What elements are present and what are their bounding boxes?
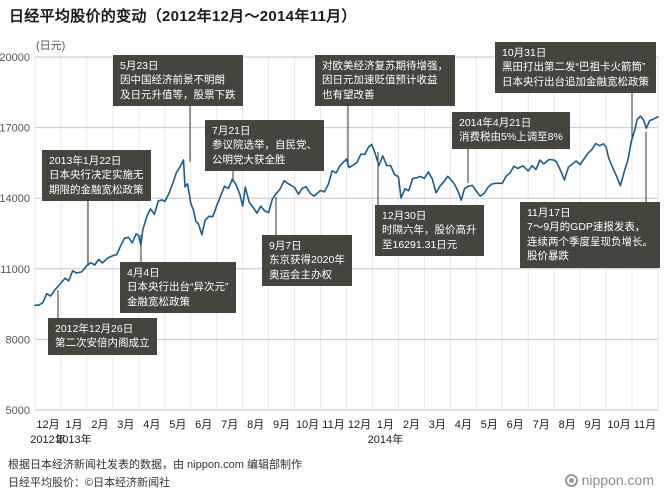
x-tick-label: 3月	[117, 419, 134, 431]
annotation-line: 连续两个季度呈现负增长。	[527, 235, 653, 248]
annotation-line: 11月17日	[527, 207, 571, 219]
annotation-line: 至16291.31日元	[382, 238, 458, 251]
annotation-line: 公明党大获全胜	[212, 153, 286, 166]
annotation-line: 9月7日	[269, 240, 302, 252]
annotation-line: 2012年12月26日	[55, 323, 134, 335]
annotation-line: 因中国经济前景不明朗	[120, 74, 225, 87]
nippon-logo-text: nippon.com	[581, 472, 654, 488]
x-tick-label: 6月	[507, 419, 524, 431]
annotation-line: 2013年1月22日	[49, 155, 122, 167]
annotation-line: 第二次安倍内阁成立	[55, 337, 150, 350]
annotation-line: 5月23日	[120, 60, 159, 72]
x-tick-label: 12月	[36, 419, 59, 431]
year-label: 2012年	[30, 432, 65, 446]
source-note: 根据日本经济新闻社发表的数据，由 nippon.com 编辑部制作	[8, 459, 302, 471]
y-tick-label: 17000	[0, 123, 30, 135]
annotation-line: 因日元加速贬值预计收益	[322, 74, 438, 87]
annotation-line: 4月4日	[127, 267, 160, 279]
annotation-line: 对欧美经济复苏期待增强，	[322, 60, 448, 72]
nippon-logo-icon	[564, 473, 578, 487]
x-tick-label: 1月	[65, 419, 82, 431]
x-tick-label: 9月	[585, 419, 602, 431]
x-tick-label: 5月	[169, 419, 186, 431]
annotation-gdp-drop: 11月17日 7～9月的GDP速报发表， 连续两个季度呈现负增长。 股价暴跌	[520, 202, 660, 268]
annotation-line: 日本央行决定实施无	[49, 169, 144, 182]
year-label: 2014年	[368, 432, 403, 446]
annotation-line: 日本央行出台“异次元”	[127, 281, 229, 294]
annotation-boj-unlimited-easing: 2013年1月22日日本央行决定实施无 期限的金融宽松政策	[42, 150, 151, 202]
annotation-abe-cabinet: 2012年12月26日第二次安倍内阁成立	[48, 318, 157, 355]
x-tick-label: 3月	[429, 419, 446, 431]
x-tick-label: 4月	[455, 419, 472, 431]
nikkei-price-line	[34, 115, 659, 307]
x-tick-label: 8月	[559, 419, 576, 431]
x-tick-label: 7月	[533, 419, 550, 431]
annotation-line: 股价暴跌	[527, 250, 569, 263]
annotation-bazooka2: 10月31日黑田打出第二发“巴祖卡火箭筒” 日本央行出台追加金融宽松政策	[495, 42, 656, 94]
annotation-line: 黑田打出第二发“巴祖卡火箭筒”	[502, 61, 646, 74]
annotation-line: 10月31日	[502, 47, 547, 59]
x-tick-label: 7月	[221, 419, 238, 431]
annotation-upper-house-election: 7月21日参议院选举，自民党、 公明党大获全胜	[205, 120, 324, 172]
annotation-yen-depreciation: 对欧美经济复苏期待增强， 因日元加速贬值预计收益 也有望改善	[315, 55, 455, 107]
x-tick-label: 11月	[634, 419, 656, 431]
annotation-line: 2014年4月21日	[459, 117, 532, 129]
annotation-line: 7～9月的GDP速报发表，	[527, 221, 646, 234]
y-tick-label: 20000	[0, 52, 30, 64]
x-tick-label: 6月	[195, 419, 212, 431]
annotation-line: 12月30日	[382, 210, 427, 222]
y-tick-label: 5000	[6, 405, 30, 417]
x-tick-label: 11月	[322, 419, 344, 431]
x-tick-label: 12月	[348, 419, 371, 431]
annotation-line: 日本央行出台追加金融宽松政策	[502, 75, 649, 88]
annotation-line: 也有望改善	[322, 88, 375, 101]
year-label: 2013年	[56, 432, 91, 446]
x-tick-label: 8月	[247, 419, 264, 431]
chart-title: 日经平均股价的变动（2012年12月～2014年11月）	[9, 8, 357, 25]
y-tick-label: 8000	[6, 334, 30, 346]
x-tick-label: 1月	[377, 419, 394, 431]
y-tick-label: 11000	[0, 264, 30, 276]
annotation-dec30-high: 12月30日时隔六年，股价高升 至16291.31日元	[375, 205, 484, 257]
annotation-line: 期限的金融宽松政策	[49, 183, 144, 196]
copyright-note: 日经平均股价：©日本经济新闻社	[8, 477, 171, 489]
y-tick-label: 14000	[0, 193, 30, 205]
nippon-logo: nippon.com	[564, 472, 654, 488]
annotation-may23-drop: 5月23日因中国经济前景不明朗 及日元升值等，股票下跌	[113, 55, 243, 107]
annotation-line: 消费税由5%上调至8%	[459, 131, 563, 144]
x-tick-label: 2月	[91, 419, 108, 431]
annotation-line: 时隔六年，股价高升	[382, 224, 477, 237]
annotation-tokyo-olympics: 9月7日东京获得2020年 奥运会主办权	[262, 235, 352, 287]
y-axis-unit-label: (日元)	[36, 40, 66, 52]
annotation-line: 奥运会主办权	[269, 268, 332, 281]
annotation-boj-dimension-easing: 4月4日日本央行出台“异次元” 金融宽松政策	[120, 262, 236, 314]
x-tick-label: 2月	[403, 419, 420, 431]
x-tick-label: 4月	[143, 419, 160, 431]
annotation-consumption-tax: 2014年4月21日消费税由5%上调至8%	[452, 112, 570, 149]
annotation-line: 参议院选举，自民党、	[212, 139, 317, 152]
annotation-line: 及日元升值等，股票下跌	[120, 88, 236, 101]
annotation-line: 金融宽松政策	[127, 295, 190, 308]
x-tick-label: 10月	[296, 419, 319, 431]
x-tick-label: 9月	[273, 419, 290, 431]
x-tick-label: 5月	[481, 419, 498, 431]
annotation-line: 7月21日	[212, 125, 251, 137]
annotation-line: 东京获得2020年	[269, 254, 345, 267]
x-tick-label: 10月	[607, 419, 630, 431]
